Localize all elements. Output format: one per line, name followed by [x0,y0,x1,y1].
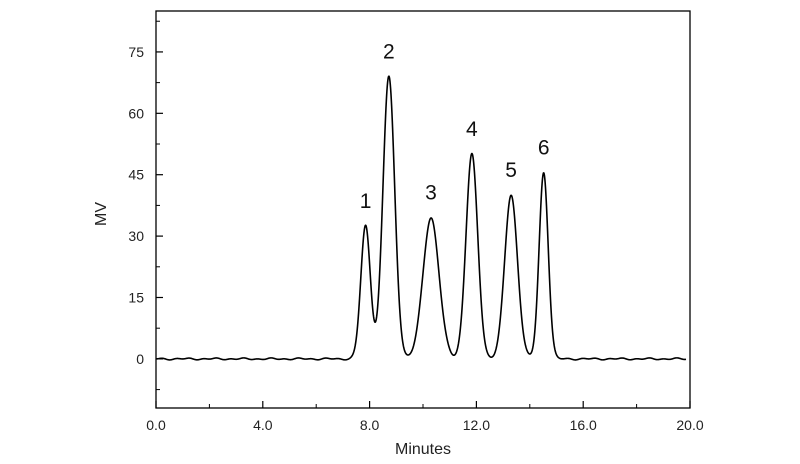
y-tick-label: 0 [136,351,144,367]
x-tick-label: 0.0 [146,417,166,433]
peak-label-3: 3 [425,182,437,205]
y-tick-label: 60 [128,105,144,121]
y-tick-label: 30 [128,228,144,244]
peak-label-5: 5 [505,159,517,182]
y-axis-title: MV [93,202,110,226]
x-tick-label: 4.0 [253,417,273,433]
peak-labels: 1 2 3 4 56 [360,40,550,212]
plot-frame [155,10,691,409]
peak-label-6: 6 [538,137,550,160]
peak-label-4: 4 [466,118,478,141]
peak-label-2: 2 [383,40,395,63]
x-tick-label: 16.0 [570,417,597,433]
x-tick-label: 8.0 [360,417,380,433]
y-tick-label: 45 [128,167,144,183]
x-axis-title: Minutes [395,441,451,458]
y-tick-label: 15 [128,289,144,305]
chromatogram-trace [155,75,687,361]
x-tick-label: 12.0 [463,417,490,433]
peak-label-1: 1 [360,190,372,213]
y-tick-label: 75 [128,44,144,60]
x-tick-label: 20.0 [676,417,703,433]
